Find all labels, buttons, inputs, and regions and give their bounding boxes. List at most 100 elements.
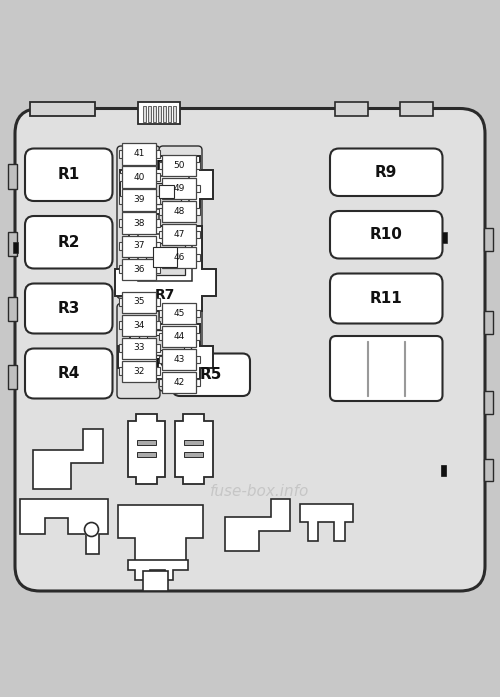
Polygon shape xyxy=(118,505,202,565)
Bar xyxy=(158,356,162,363)
Bar xyxy=(196,185,200,192)
Bar xyxy=(144,176,188,208)
FancyBboxPatch shape xyxy=(172,353,250,396)
Bar xyxy=(184,440,203,445)
Bar xyxy=(158,106,160,122)
Bar xyxy=(118,344,122,352)
FancyBboxPatch shape xyxy=(159,303,202,391)
Bar xyxy=(172,106,176,122)
FancyBboxPatch shape xyxy=(15,109,485,591)
Bar xyxy=(153,247,177,267)
Polygon shape xyxy=(32,429,102,489)
Text: R8: R8 xyxy=(155,357,176,371)
Text: 39: 39 xyxy=(133,195,145,204)
Bar xyxy=(196,356,200,363)
FancyBboxPatch shape xyxy=(330,148,442,196)
Bar xyxy=(441,465,446,476)
Bar xyxy=(122,190,156,210)
Bar xyxy=(162,201,196,222)
Text: R10: R10 xyxy=(370,227,402,243)
FancyBboxPatch shape xyxy=(25,216,112,268)
Bar xyxy=(196,310,200,317)
Bar xyxy=(162,326,196,347)
Bar xyxy=(484,459,492,481)
FancyBboxPatch shape xyxy=(117,303,160,399)
Bar xyxy=(162,224,196,245)
Bar xyxy=(118,174,122,181)
Bar xyxy=(122,314,156,335)
Bar xyxy=(146,243,184,275)
FancyBboxPatch shape xyxy=(330,336,442,401)
Text: 37: 37 xyxy=(133,241,145,250)
Bar xyxy=(158,185,174,197)
Polygon shape xyxy=(300,503,352,541)
Bar xyxy=(118,197,122,204)
Text: 35: 35 xyxy=(133,298,145,307)
Circle shape xyxy=(84,523,98,537)
Polygon shape xyxy=(128,560,188,579)
Text: R1: R1 xyxy=(58,167,80,182)
Text: 36: 36 xyxy=(133,264,145,273)
Text: 48: 48 xyxy=(174,207,184,216)
Text: 34: 34 xyxy=(134,321,144,330)
Bar xyxy=(196,162,200,169)
Text: 50: 50 xyxy=(174,161,185,170)
Bar xyxy=(335,102,368,116)
Bar xyxy=(162,349,196,370)
Text: R11: R11 xyxy=(370,291,402,306)
Polygon shape xyxy=(225,498,290,551)
Bar xyxy=(158,162,162,169)
Bar xyxy=(122,144,156,164)
Text: fuse-box.info: fuse-box.info xyxy=(210,484,310,498)
Text: 43: 43 xyxy=(174,355,184,364)
Polygon shape xyxy=(128,413,165,484)
Bar xyxy=(118,266,122,273)
Bar xyxy=(118,220,122,227)
Bar xyxy=(162,247,196,268)
Bar xyxy=(118,151,122,158)
Bar xyxy=(142,571,168,590)
Text: R9: R9 xyxy=(375,164,398,180)
Bar xyxy=(151,183,181,204)
Bar xyxy=(158,333,162,340)
Polygon shape xyxy=(20,498,108,553)
FancyBboxPatch shape xyxy=(25,348,112,399)
Bar xyxy=(148,106,150,122)
Bar xyxy=(156,298,160,306)
Bar xyxy=(158,231,162,238)
Text: 41: 41 xyxy=(134,149,144,158)
Bar xyxy=(168,106,170,122)
Bar xyxy=(162,372,196,393)
Bar xyxy=(138,233,192,281)
FancyBboxPatch shape xyxy=(330,211,442,259)
Bar xyxy=(30,102,95,116)
Bar xyxy=(122,259,156,279)
Bar xyxy=(122,213,156,233)
Text: 47: 47 xyxy=(174,230,184,239)
Bar xyxy=(122,337,156,358)
Text: 46: 46 xyxy=(174,253,184,262)
Bar xyxy=(156,266,160,273)
Bar xyxy=(156,174,160,181)
FancyBboxPatch shape xyxy=(117,146,160,298)
Bar xyxy=(404,341,405,396)
Bar xyxy=(156,321,160,329)
Text: R4: R4 xyxy=(58,366,80,381)
Bar xyxy=(122,360,156,381)
Bar xyxy=(158,208,162,215)
Bar xyxy=(8,365,16,388)
Text: R6: R6 xyxy=(156,160,176,174)
Bar xyxy=(196,379,200,386)
Text: 49: 49 xyxy=(174,184,184,193)
Bar xyxy=(137,440,156,445)
Bar xyxy=(156,243,160,250)
Bar xyxy=(13,241,18,252)
Bar xyxy=(484,229,492,251)
Bar xyxy=(8,232,16,256)
Polygon shape xyxy=(175,413,212,484)
Text: R5: R5 xyxy=(200,367,222,382)
Bar xyxy=(158,310,162,317)
Bar xyxy=(484,311,492,333)
Bar xyxy=(118,298,122,306)
Bar xyxy=(442,231,446,243)
